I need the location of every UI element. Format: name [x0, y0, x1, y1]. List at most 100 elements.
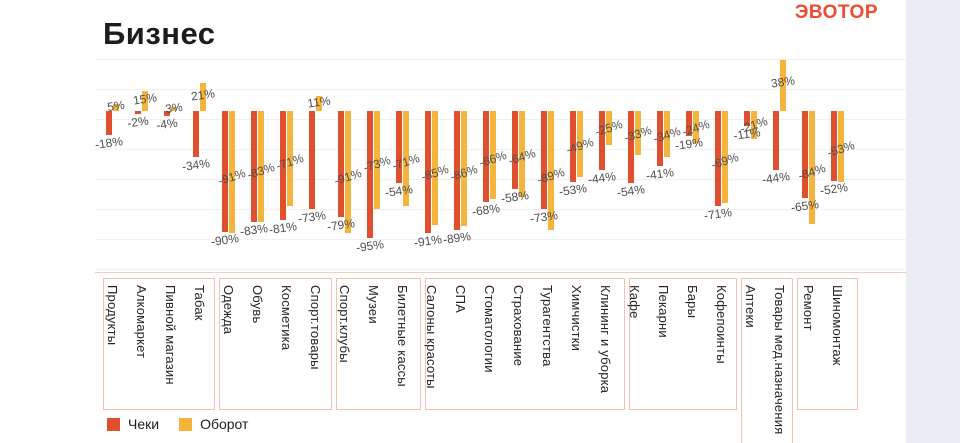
category-box [629, 278, 737, 410]
category-label: Шиномонтаж [830, 285, 845, 366]
bar-cheki [338, 111, 344, 217]
bar-cheki [135, 111, 141, 114]
bar-oborot [664, 111, 670, 157]
category-label: Химчистки [569, 285, 584, 352]
gridline [95, 119, 906, 120]
bar-oborot [519, 111, 525, 197]
bar-cheki [164, 111, 170, 117]
category-label: Клининг и уборка [598, 285, 613, 394]
value-label-cheki: -73% [529, 207, 559, 226]
gridline [95, 89, 906, 90]
axis-divider-line [95, 272, 906, 273]
category-box [797, 278, 858, 410]
legend-item-oborot: Оборот [179, 416, 248, 432]
bar-oborot [374, 111, 380, 209]
category-label: Кофепоинты [714, 285, 729, 364]
category-label: Табак [192, 285, 207, 321]
evotor-logo: ЭВОТОР [794, 2, 878, 23]
bar-cheki [425, 111, 431, 233]
bar-cheki [802, 111, 808, 199]
category-label: Турагентства [540, 285, 555, 367]
bar-cheki [106, 111, 112, 136]
bar-cheki [599, 111, 605, 170]
value-label-cheki: -65% [790, 197, 820, 215]
value-label-cheki: -19% [674, 135, 704, 154]
legend-label-oborot: Оборот [200, 416, 249, 432]
bar-oborot [171, 106, 177, 111]
bar-oborot [635, 111, 641, 156]
category-label: Пекарни [656, 285, 671, 338]
category-box [219, 278, 332, 410]
bar-oborot [606, 111, 612, 145]
bar-cheki [628, 111, 634, 184]
bar-oborot [838, 111, 844, 183]
bar-oborot [722, 111, 728, 204]
bar-oborot [548, 111, 554, 231]
legend-label-cheki: Чеки [128, 416, 160, 432]
category-label: Косметика [279, 285, 294, 351]
category-box [741, 278, 793, 443]
category-label: Билетные кассы [395, 285, 410, 387]
bar-cheki [483, 111, 489, 203]
gridline [95, 59, 906, 60]
value-label-cheki: -52% [819, 179, 849, 198]
category-label: Бары [685, 285, 700, 319]
bar-oborot [809, 111, 815, 224]
bar-oborot [229, 111, 235, 233]
gridline [95, 179, 906, 180]
value-label-cheki: -71% [703, 205, 733, 224]
bar-oborot [490, 111, 496, 200]
category-box [103, 278, 215, 410]
gridline [95, 149, 906, 150]
bar-oborot [693, 111, 699, 144]
category-box [336, 278, 421, 410]
category-label: Алкомаркет [134, 285, 149, 359]
bar-cheki [280, 111, 286, 220]
bar-oborot [142, 90, 148, 111]
category-box [425, 278, 625, 410]
bar-cheki [512, 111, 518, 189]
bar-cheki [773, 111, 779, 170]
value-label-cheki: -18% [94, 134, 124, 152]
value-label-cheki: -34% [181, 155, 211, 174]
bar-cheki [541, 111, 547, 209]
bar-oborot [345, 111, 351, 233]
category-label: Кафе [627, 285, 642, 319]
bar-oborot [751, 111, 757, 140]
bar-oborot [577, 111, 583, 177]
bar-cheki [570, 111, 576, 183]
cheki-swatch-icon [107, 417, 120, 431]
value-label-cheki: -58% [500, 187, 530, 206]
bar-cheki [222, 111, 228, 232]
oborot-swatch-icon [179, 417, 193, 431]
category-label: СПА [453, 285, 468, 314]
page-title: Бизнес [103, 16, 216, 51]
category-label: Обувь [250, 285, 265, 324]
category-label: Товары мед.назначения [772, 285, 787, 435]
right-background-band [906, 0, 960, 443]
category-label: Спорт.клубы [337, 285, 352, 363]
category-label: Аптеки [743, 285, 758, 328]
category-label: Музеи [366, 285, 381, 324]
gridline [95, 269, 906, 270]
bar-cheki [657, 111, 663, 166]
category-label: Спорт.товары [308, 285, 323, 370]
bar-cheki [454, 111, 460, 231]
bar-cheki [309, 111, 315, 209]
bar-oborot [258, 111, 264, 223]
bar-cheki [686, 111, 692, 137]
bar-oborot [287, 111, 293, 207]
bar-cheki [396, 111, 402, 184]
value-label-cheki: -54% [616, 182, 646, 201]
bar-oborot [403, 111, 409, 207]
bar-oborot [113, 104, 119, 111]
bar-cheki [715, 111, 721, 207]
category-label: Продукты [105, 285, 120, 346]
value-label-oborot: 11% [306, 93, 332, 111]
category-label: Салоны красоты [424, 285, 439, 389]
bar-oborot [316, 96, 322, 111]
bar-oborot [200, 82, 206, 111]
category-label: Страхование [511, 285, 526, 367]
category-label: Стоматологии [482, 285, 497, 373]
